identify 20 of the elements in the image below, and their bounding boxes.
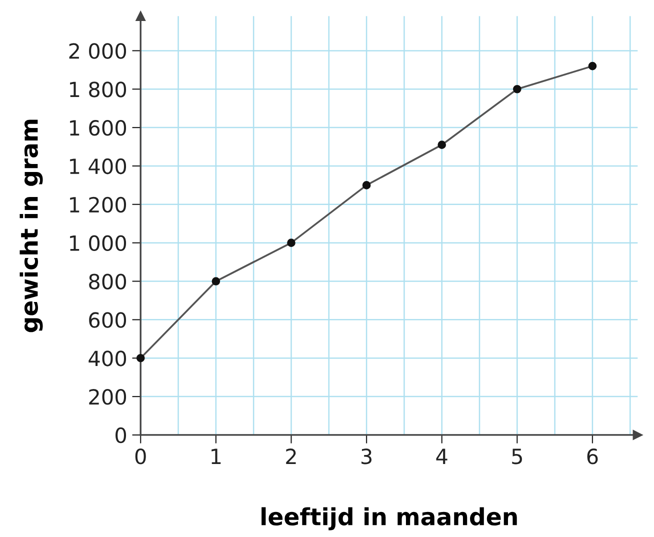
y-tick-label: 1 400	[70, 158, 126, 174]
x-tick-label: 3	[362, 448, 372, 464]
y-tick-label: 1 200	[70, 196, 126, 213]
y-axis-title: gewicht in gram	[20, 120, 43, 332]
x-tick-label: 4	[436, 448, 448, 464]
y-tick-label: 1 000	[70, 235, 126, 252]
x-tick-label: 5	[512, 448, 522, 464]
x-tick-label: 1	[212, 448, 221, 464]
x-tick-label: 6	[587, 448, 598, 464]
y-tick-label: 1 600	[70, 120, 126, 136]
x-tick-label: 0	[135, 448, 146, 464]
y-tick-label: 400	[88, 350, 126, 366]
y-tick-label: 2 000	[69, 43, 126, 59]
y-tick-label: 600	[89, 312, 126, 328]
y-tick-label: 1 800	[70, 82, 126, 98]
x-tick-label: 2	[286, 448, 296, 464]
y-tick-label: 200	[89, 388, 126, 405]
y-tick-label: 800	[89, 274, 126, 290]
y-tick-label: 0	[116, 427, 126, 444]
x-axis-title: leeftijd in maanden	[262, 507, 517, 530]
